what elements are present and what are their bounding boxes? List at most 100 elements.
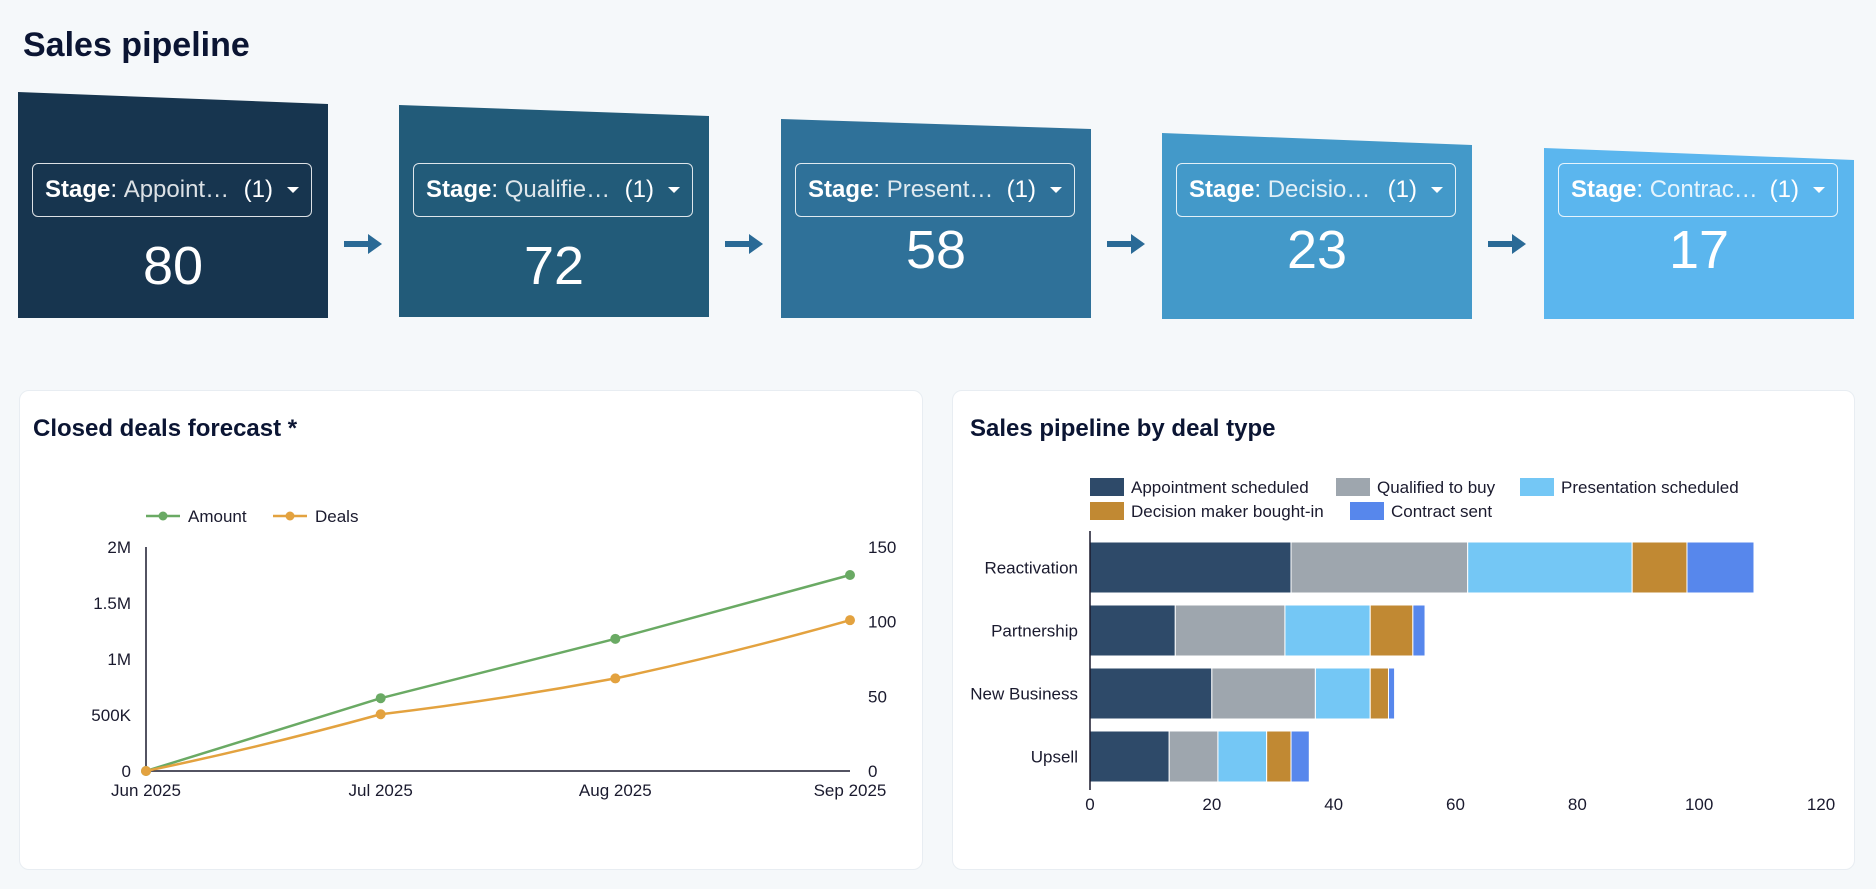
category-label: New Business	[970, 685, 1078, 704]
bar-segment	[1686, 541, 1755, 594]
stage-filter-value: Presentation scheduled	[886, 176, 999, 203]
y-right-tick-label: 0	[868, 762, 877, 781]
deal-type-title: Sales pipeline by deal type	[970, 415, 1276, 442]
stage-filter-count: (1)	[1769, 176, 1799, 203]
x-tick-label: 40	[1324, 795, 1343, 814]
chevron-down-icon	[668, 187, 680, 193]
x-tick-label: 120	[1807, 795, 1835, 814]
funnel-card-shape	[399, 105, 709, 317]
chevron-down-icon	[1050, 187, 1062, 193]
stage-filter-count: (1)	[1006, 176, 1036, 203]
stage-filter-count: (1)	[1387, 176, 1417, 203]
deal-type-panel: Sales pipeline by deal type Appointment …	[952, 390, 1855, 870]
forecast-line-chart: Amount Deals 0 500K 1M 1.5M 2M 0 50 100 150 Jun 202…	[91, 507, 896, 800]
legend-label: Amount	[188, 507, 247, 526]
funnel-card-5: Stage: Contract sent (1) 17	[1544, 148, 1854, 378]
category-label: Upsell	[1031, 748, 1078, 767]
deal-type-bar-chart: Appointment scheduled Qualified to buy Pre…	[970, 478, 1835, 814]
y-left-tick-label: 1M	[107, 650, 131, 669]
y-left-tick-label: 1.5M	[93, 594, 131, 613]
stage-count-value: 17	[1668, 220, 1730, 280]
bar-segment	[1467, 541, 1633, 594]
legend-swatch-dot	[158, 511, 168, 521]
stage-count-value: 72	[523, 236, 585, 296]
legend-swatch	[1520, 478, 1554, 496]
legend-label: Contract sent	[1391, 502, 1492, 521]
legend-label: Deals	[315, 507, 358, 526]
stage-count-value: 58	[905, 220, 967, 280]
stage-filter-label: Stage	[426, 176, 492, 203]
arrow-right-icon	[1488, 234, 1526, 254]
legend-label: Decision maker bought-in	[1131, 502, 1324, 521]
bar-segment	[1387, 667, 1396, 720]
x-tick-label: Jul 2025	[349, 781, 413, 800]
legend-label: Presentation scheduled	[1561, 478, 1739, 497]
y-left-tick-label: 500K	[91, 706, 131, 725]
data-point-amount	[845, 570, 855, 580]
legend-label: Appointment scheduled	[1131, 478, 1309, 497]
stage-filter-value: Qualified to buy	[504, 176, 617, 203]
arrow-right-icon	[344, 234, 382, 254]
stage-filter-dropdown-1[interactable]: Stage: Appointment scheduled (1)	[32, 163, 312, 217]
bar-segment	[1314, 667, 1371, 720]
data-point-amount	[610, 633, 621, 644]
y-right-tick-label: 150	[868, 538, 896, 557]
bar-segment	[1217, 730, 1268, 783]
data-point-deals	[141, 766, 151, 776]
stage-filter-value: Appointment scheduled	[123, 176, 236, 203]
stage-filter-label: Stage	[808, 176, 874, 203]
bar-segment	[1089, 604, 1176, 657]
category-label: Partnership	[991, 622, 1078, 641]
stage-filter-value: Decision maker bought-in	[1267, 176, 1380, 203]
funnel-card-4: Stage: Decision maker bought-in (1) 23	[1162, 133, 1472, 363]
stage-filter-dropdown-5[interactable]: Stage: Contract sent (1)	[1558, 163, 1838, 217]
bar-segment	[1168, 730, 1219, 783]
stage-filter-dropdown-3[interactable]: Stage: Presentation scheduled (1)	[795, 163, 1075, 217]
stage-filter-count: (1)	[243, 176, 273, 203]
data-point-deals	[375, 709, 386, 720]
data-point-deals	[610, 673, 621, 684]
bar-segment	[1290, 730, 1310, 783]
x-tick-label: 60	[1446, 795, 1465, 814]
stage-filter-count: (1)	[624, 176, 654, 203]
page-title: Sales pipeline	[23, 26, 250, 64]
bar-segment	[1412, 604, 1426, 657]
x-tick-label: 0	[1085, 795, 1094, 814]
bar-segment	[1369, 604, 1414, 657]
arrow-right-icon	[1107, 234, 1145, 254]
x-tick-label: Jun 2025	[111, 781, 181, 800]
legend-swatch	[1336, 478, 1370, 496]
y-left-tick-label: 2M	[107, 538, 131, 557]
stage-filter-label: Stage	[45, 176, 111, 203]
x-tick-label: Sep 2025	[814, 781, 887, 800]
chevron-down-icon	[1431, 187, 1443, 193]
legend-swatch-dot	[285, 511, 295, 521]
funnel-card-shape	[1162, 133, 1472, 319]
bar-segment	[1284, 604, 1371, 657]
legend-label: Qualified to buy	[1377, 478, 1496, 497]
bar-segment	[1089, 541, 1292, 594]
bar-segment	[1369, 667, 1389, 720]
stage-filter-label: Stage	[1189, 176, 1255, 203]
stage-filter-dropdown-2[interactable]: Stage: Qualified to buy (1)	[413, 163, 693, 217]
series-line-deals	[145, 618, 851, 773]
funnel-card-1: Stage: Appointment scheduled (1) 80	[18, 92, 328, 322]
stage-filter-value: Contract sent	[1649, 176, 1762, 203]
funnel-card-shape	[781, 119, 1091, 318]
bar-segment	[1089, 730, 1170, 783]
arrow-right-icon	[725, 234, 763, 254]
bar-segment	[1089, 667, 1213, 720]
legend-swatch	[1090, 478, 1124, 496]
bar-segment	[1211, 667, 1316, 720]
funnel-card-3: Stage: Presentation scheduled (1) 58	[781, 119, 1091, 349]
bar-segment	[1266, 730, 1292, 783]
bar-segment	[1174, 604, 1286, 657]
stage-filter-label: Stage	[1571, 176, 1637, 203]
y-right-tick-label: 50	[868, 687, 887, 706]
stage-count-value: 80	[142, 236, 204, 296]
y-right-tick-label: 100	[868, 613, 896, 632]
legend-swatch	[1090, 502, 1124, 520]
stage-filter-dropdown-4[interactable]: Stage: Decision maker bought-in (1)	[1176, 163, 1456, 217]
y-left-tick-label: 0	[122, 762, 131, 781]
funnel-card-2: Stage: Qualified to buy (1) 72	[399, 105, 709, 335]
